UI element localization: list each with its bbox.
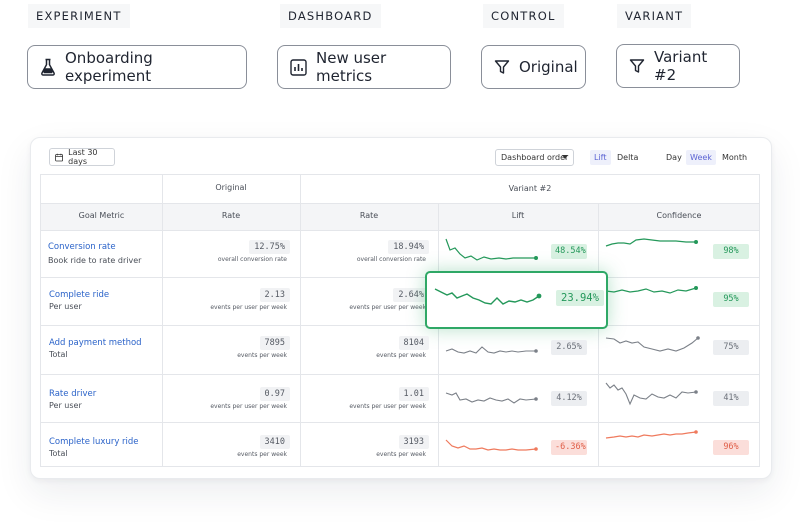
lift-sparkline <box>445 439 538 451</box>
header-rate-original[interactable]: Rate <box>221 211 241 220</box>
date-range-button[interactable]: Last 30 days <box>49 148 115 166</box>
lift-sparkline <box>434 288 542 305</box>
original-rate-sub: overall conversion rate <box>217 256 287 263</box>
divider <box>41 277 759 278</box>
experiment-selector[interactable]: Onboarding experiment <box>27 45 247 89</box>
lift-sparkline <box>445 238 538 261</box>
confidence-badge: 95% <box>713 292 749 307</box>
variant-rate: 18.94% <box>388 240 429 254</box>
metric-name[interactable]: Rate driver <box>49 389 97 399</box>
bar-chart-icon <box>290 58 307 76</box>
dashboard-selector[interactable]: New user metrics <box>277 45 451 89</box>
control-caption: CONTROL <box>483 4 564 28</box>
variant-rate: 1.01 <box>398 387 429 401</box>
divider <box>41 230 759 231</box>
original-rate: 0.97 <box>259 387 290 401</box>
variant-rate-sub: events per week <box>376 451 426 458</box>
filter-icon <box>494 60 510 74</box>
confidence-badge: 96% <box>713 440 749 455</box>
variant-rate-sub: events per user per week <box>349 403 426 410</box>
header-variant: Variant #2 <box>508 184 552 193</box>
control-name: Original <box>519 58 578 76</box>
variant-rate: 8104 <box>398 336 429 350</box>
metric-sub: Per user <box>49 401 82 410</box>
filter-icon <box>629 59 645 73</box>
divider <box>41 374 759 375</box>
divider <box>300 175 301 467</box>
confidence-sparkline <box>605 336 700 352</box>
header-lift[interactable]: Lift <box>511 211 525 220</box>
variant-rate: 3193 <box>398 435 429 449</box>
variant-rate-sub: events per week <box>376 352 426 359</box>
variant-rate-sub: events per user per week <box>349 304 426 311</box>
header-goal-metric[interactable]: Goal Metric <box>78 211 125 220</box>
dashboard-caption: DASHBOARD <box>280 4 381 28</box>
control-selector[interactable]: Original <box>481 45 586 89</box>
mode-lift[interactable]: Lift <box>590 150 611 165</box>
original-rate: 2.13 <box>259 288 290 302</box>
original-rate-sub: events per user per week <box>210 403 287 410</box>
experiment-caption: EXPERIMENT <box>28 4 130 28</box>
metric-sub: Per user <box>49 302 82 311</box>
variant-rate: 2.64% <box>393 288 429 302</box>
order-select[interactable]: Dashboard order <box>495 149 574 166</box>
divider <box>598 203 599 467</box>
metric-name[interactable]: Conversion rate <box>48 242 116 252</box>
header-original: Original <box>215 183 247 192</box>
original-rate: 3410 <box>259 435 290 449</box>
confidence-badge: 41% <box>713 391 749 406</box>
header-rate-variant[interactable]: Rate <box>359 211 379 220</box>
variant-name: Variant #2 <box>654 48 708 84</box>
confidence-sparkline <box>605 286 698 294</box>
original-rate: 7895 <box>259 336 290 350</box>
calendar-icon <box>55 153 63 161</box>
original-rate-sub: events per user per week <box>210 304 287 311</box>
header-confidence[interactable]: Confidence <box>656 211 702 220</box>
confidence-sparkline <box>605 238 698 247</box>
order-label: Dashboard order <box>501 153 569 162</box>
confidence-sparkline <box>605 430 698 439</box>
metric-name[interactable]: Complete luxury ride <box>49 437 139 447</box>
lift-badge: 48.54% <box>551 244 587 259</box>
divider <box>162 175 163 467</box>
period-month[interactable]: Month <box>722 153 748 162</box>
metric-sub: Total <box>49 449 68 458</box>
lift-sparkline <box>445 392 538 404</box>
column-header-band <box>41 203 759 230</box>
confidence-sparkline <box>605 382 698 406</box>
lift-badge: 4.12% <box>551 391 587 406</box>
flask-icon <box>41 58 55 76</box>
metric-name[interactable]: Add payment method <box>49 338 142 348</box>
confidence-badge: 98% <box>713 244 749 259</box>
divider <box>41 203 759 204</box>
original-rate-sub: events per week <box>237 352 287 359</box>
date-range-label: Last 30 days <box>68 148 98 166</box>
lift-sparkline <box>445 346 538 354</box>
lift-badge: -6.36% <box>551 440 587 455</box>
period-week[interactable]: Week <box>686 150 716 165</box>
lift-badge: 2.65% <box>551 340 587 355</box>
metric-sub: Total <box>49 350 68 359</box>
original-rate: 12.75% <box>249 240 290 254</box>
variant-caption: VARIANT <box>617 4 692 28</box>
experiment-name: Onboarding experiment <box>65 49 153 85</box>
chevron-down-icon <box>562 155 568 159</box>
metric-name[interactable]: Complete ride <box>49 290 110 300</box>
metrics-table <box>40 174 760 467</box>
divider <box>438 203 439 467</box>
confidence-badge: 75% <box>713 340 749 355</box>
divider <box>41 422 759 423</box>
mode-delta[interactable]: Delta <box>617 153 639 162</box>
original-rate-sub: events per week <box>237 451 287 458</box>
period-day[interactable]: Day <box>666 153 682 162</box>
metric-sub: Book ride to rate driver <box>48 256 142 265</box>
dashboard-name: New user metrics <box>316 49 387 85</box>
variant-rate-sub: overall conversion rate <box>356 256 426 263</box>
variant-selector[interactable]: Variant #2 <box>616 44 740 88</box>
divider <box>41 325 759 326</box>
lift-badge: 23.94% <box>556 290 604 306</box>
